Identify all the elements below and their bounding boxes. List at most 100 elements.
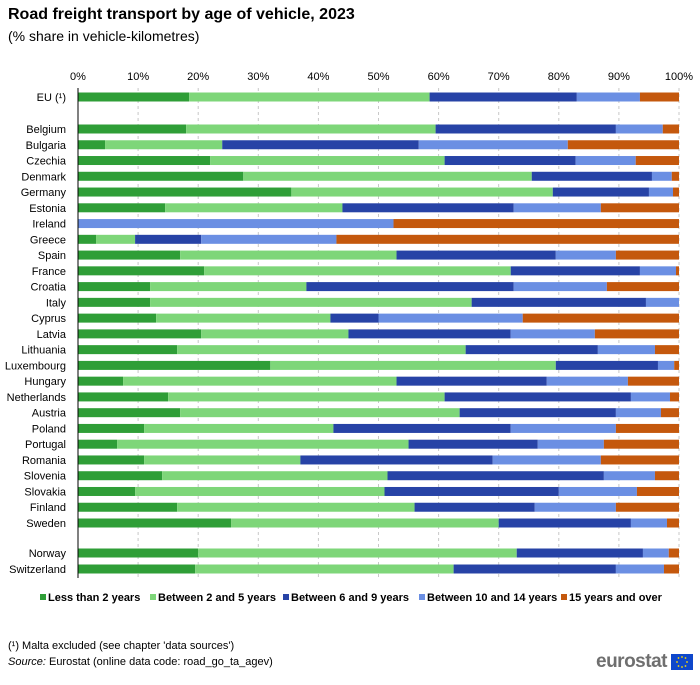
bar-segment [408,439,538,449]
bar-segment [78,548,199,558]
x-tick-label: 30% [247,71,269,83]
bar-segment [669,392,679,402]
bar-segment [78,471,163,481]
bar-segment [414,502,535,512]
bar-segment [78,392,169,402]
bar-segment [635,156,679,166]
bar-segment [615,408,661,418]
bar-segment [668,548,679,558]
bar-segment [342,203,514,213]
bar-segment [105,140,223,150]
bar-segment [492,455,601,465]
footnote: (¹) Malta excluded (see chapter 'data so… [8,640,235,652]
source-label: Source: [8,656,46,668]
bar-segment [435,124,616,134]
bar-segment [465,345,598,355]
category-label: Poland [32,423,66,435]
x-tick-label: 0% [70,71,86,83]
bar-segment [444,392,631,402]
bar-segment [78,156,211,166]
bar-segment [627,376,679,386]
bar-segment [597,345,655,355]
bar-segment [78,376,124,386]
legend-label: Between 6 and 9 years [291,592,409,604]
bar-segment [666,518,679,528]
eurostat-logo: eurostat [596,651,693,672]
bar-segment [78,140,106,150]
bar-segment [150,282,307,292]
bar-segment [201,234,337,244]
bar-segment [654,471,679,481]
bar-segment [168,392,445,402]
bar-segment [189,92,430,102]
bar-segment [654,345,679,355]
bar-segment [546,376,628,386]
bar-segment [531,171,652,181]
bar-segment [78,486,136,496]
bar-segment [78,92,190,102]
category-label: Bulgaria [26,140,67,152]
source-text: Eurostat (online data code: road_go_ta_a… [45,656,273,668]
bar-segment [270,360,556,370]
bar-segment [78,171,244,181]
bar-segment [201,329,349,339]
bar-segment [648,187,673,197]
category-label: Spain [38,250,66,262]
bar-segment [195,564,454,574]
category-label: Sweden [26,518,66,530]
legend-label: 15 years and over [569,592,663,604]
bar-segment [575,156,636,166]
category-label: Italy [46,297,67,309]
bar-segment [513,282,607,292]
category-label: Estonia [29,203,67,215]
bar-segment [165,203,343,213]
bar-segment [660,408,679,418]
category-label: Ireland [32,219,66,231]
bar-segment [444,156,576,166]
category-label: Greece [30,234,66,246]
bar-segment [600,203,679,213]
bar-segment [555,360,658,370]
category-label: Latvia [37,329,67,341]
bar-segment [96,234,136,244]
bar-segment [117,439,409,449]
x-tick-label: 80% [548,71,570,83]
x-tick-label: 10% [127,71,149,83]
category-label: EU (¹) [37,92,66,104]
bar-segment [516,548,643,558]
bar-segment [306,282,514,292]
bar-segment [615,124,663,134]
source-line: Source: Eurostat (online data code: road… [8,656,273,668]
bar-segment [348,329,511,339]
bar-segment [384,486,559,496]
category-label: Germany [21,187,67,199]
logo-text: eurostat [596,651,667,672]
bar-segment [162,471,388,481]
x-tick-label: 70% [488,71,510,83]
bar-segment [558,486,637,496]
bar-segment [662,124,679,134]
bar-segment [522,313,679,323]
bar-segment [674,360,679,370]
category-label: Norway [29,548,67,560]
category-label: Finland [30,502,66,514]
bar-segment [78,439,118,449]
bar-segment [672,187,679,197]
category-label: France [32,266,66,278]
bar-segment [642,548,669,558]
bar-segment [396,250,556,260]
bar-segment [78,502,178,512]
category-label: Austria [32,408,67,420]
legend-swatch [283,594,289,600]
bar-segment [657,360,675,370]
legend-swatch [40,594,46,600]
bar-segment [645,297,679,307]
bar-segment [300,455,493,465]
category-label: Portugal [25,439,66,451]
bar-segment [396,376,547,386]
bar-segment [510,266,640,276]
bar-segment [78,203,166,213]
bar-segment [510,423,616,433]
eu-flag-icon [670,654,693,670]
bar-segment [636,486,679,496]
